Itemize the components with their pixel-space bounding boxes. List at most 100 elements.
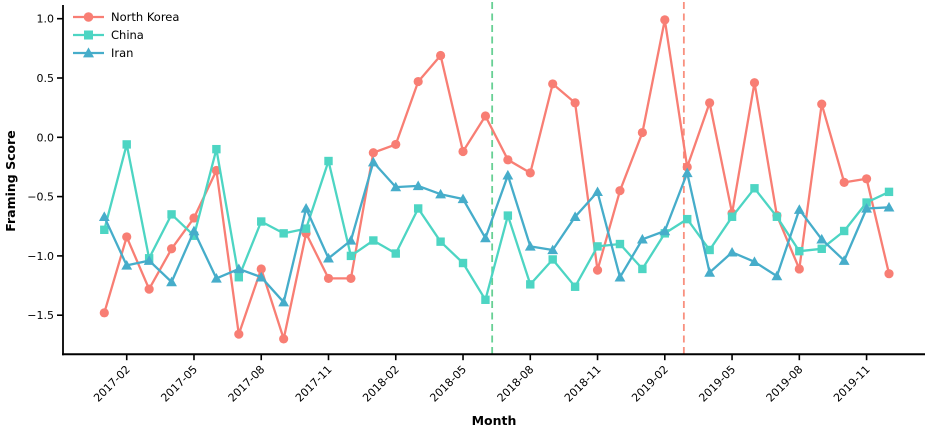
data-point-north-korea	[570, 98, 580, 108]
data-point-iran	[659, 225, 671, 236]
data-point-north-korea	[436, 50, 446, 61]
data-point-iran	[98, 211, 110, 221]
x-tick-label: 2018-11	[562, 363, 604, 405]
data-point-north-korea	[682, 162, 692, 172]
data-point-iran	[300, 203, 312, 213]
data-point-china	[257, 217, 266, 226]
data-point-china	[795, 246, 804, 256]
x-axis-label: Month	[472, 413, 517, 428]
data-point-north-korea	[503, 155, 513, 165]
x-tick-label: 2019-02	[629, 363, 671, 405]
data-point-china	[615, 239, 625, 249]
data-point-iran	[838, 255, 850, 265]
data-point-north-korea	[413, 76, 423, 87]
data-point-north-korea	[884, 269, 894, 279]
data-point-iran	[345, 235, 357, 245]
data-point-north-korea	[817, 99, 827, 109]
data-point-north-korea	[794, 264, 804, 274]
data-point-iran	[861, 203, 872, 213]
data-point-iran	[569, 211, 581, 221]
data-point-china	[570, 282, 580, 291]
data-point-north-korea	[458, 146, 468, 157]
x-tick-label: 2019-08	[764, 363, 806, 405]
data-point-china	[167, 210, 176, 219]
series-north-korea	[99, 15, 894, 344]
data-point-china	[234, 273, 244, 282]
data-point-iran	[233, 263, 245, 274]
series-lines	[98, 15, 895, 344]
legend-marker-triangle-icon	[83, 47, 94, 58]
legend-label-iran: Iran	[111, 46, 133, 60]
x-tick-label: 2017-02	[91, 363, 133, 405]
x-tick-label: 2019-11	[831, 363, 873, 405]
x-tick-label: 2017-08	[226, 363, 268, 405]
data-point-iran	[166, 276, 177, 287]
y-tick-label: 0.0	[37, 131, 55, 144]
data-point-north-korea	[323, 273, 334, 284]
data-point-north-korea	[391, 139, 401, 150]
data-point-north-korea	[234, 329, 244, 339]
data-point-china	[458, 258, 468, 268]
data-point-china	[548, 255, 557, 264]
data-point-north-korea	[637, 127, 647, 138]
x-tick-label: 2018-05	[427, 363, 469, 405]
data-point-north-korea	[279, 334, 289, 344]
data-point-iran	[771, 270, 783, 281]
data-point-iran	[681, 167, 693, 178]
data-point-china	[212, 144, 221, 154]
data-point-iran	[188, 225, 200, 236]
data-point-china	[346, 251, 356, 261]
legend-label-china: China	[111, 28, 144, 42]
data-point-iran	[704, 267, 716, 277]
data-point-china	[279, 229, 288, 238]
data-point-iran	[435, 188, 446, 199]
data-point-north-korea	[705, 98, 715, 108]
data-point-north-korea	[839, 177, 849, 187]
data-point-north-korea	[861, 174, 872, 184]
data-point-iran	[636, 233, 648, 244]
data-point-north-korea	[189, 213, 199, 223]
data-point-china	[481, 295, 490, 304]
data-point-china	[884, 187, 894, 197]
data-point-china	[750, 184, 759, 193]
data-point-china	[100, 225, 109, 235]
data-point-iran	[547, 244, 559, 255]
data-point-china	[839, 226, 849, 236]
data-point-iran	[367, 156, 379, 167]
data-point-iran	[412, 180, 424, 191]
data-point-china	[413, 204, 423, 213]
series-iran	[98, 156, 895, 307]
event-vlines	[491, 2, 685, 355]
data-point-china	[369, 236, 378, 245]
data-point-north-korea	[144, 284, 154, 294]
x-tick-label: 2018-08	[495, 363, 537, 405]
data-point-iran	[726, 246, 738, 257]
legend: North Korea China Iran	[73, 10, 179, 60]
data-point-north-korea	[166, 244, 177, 254]
data-point-iran	[255, 271, 267, 282]
data-point-iran	[278, 296, 290, 307]
data-point-north-korea	[99, 308, 109, 318]
data-point-north-korea	[660, 15, 670, 25]
data-point-china	[189, 231, 199, 240]
data-point-china	[817, 244, 826, 253]
data-point-north-korea	[525, 168, 535, 178]
data-point-iran	[749, 256, 760, 267]
data-point-china	[683, 214, 692, 224]
x-tick-label: 2017-05	[158, 363, 200, 405]
data-point-iran	[614, 271, 626, 282]
data-point-iran	[592, 186, 603, 197]
data-point-iran	[883, 201, 895, 212]
legend-item-iran: Iran	[73, 46, 133, 60]
legend-label-north-korea: North Korea	[111, 10, 179, 24]
data-point-iran	[323, 252, 334, 263]
data-point-china	[593, 242, 602, 251]
x-tick-label: 2017-11	[293, 363, 335, 405]
y-tick-label: −1.0	[27, 250, 54, 263]
data-point-china	[862, 198, 871, 207]
legend-marker-square-icon	[84, 30, 93, 40]
data-point-china	[772, 212, 782, 221]
legend-item-china: China	[73, 28, 144, 42]
